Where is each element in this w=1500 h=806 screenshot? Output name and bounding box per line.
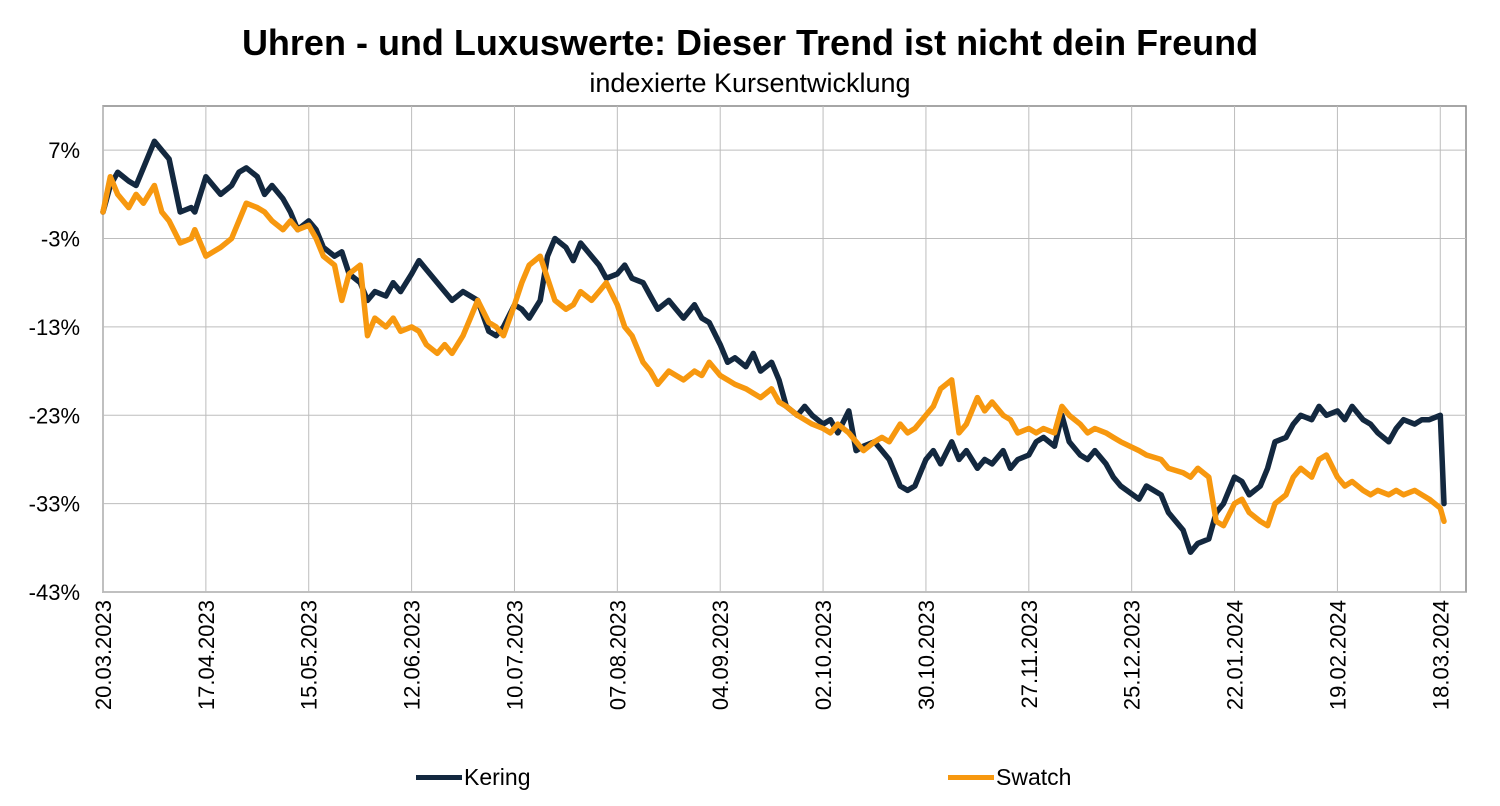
y-tick-label: 7% <box>48 138 80 163</box>
legend-label-swatch: Swatch <box>996 764 1072 790</box>
x-tick-label: 17.04.2023 <box>194 600 219 710</box>
x-tick-label: 12.06.2023 <box>400 600 425 710</box>
chart-subtitle: indexierte Kursentwicklung <box>589 68 911 98</box>
legend-item-swatch: Swatch <box>948 764 1071 791</box>
x-tick-label: 19.02.2024 <box>1325 600 1350 710</box>
legend-label-kering: Kering <box>464 764 531 790</box>
x-tick-label: 02.10.2023 <box>811 600 836 710</box>
legend-item-kering: Kering <box>416 764 530 791</box>
series-lines <box>100 138 1447 555</box>
x-tick-label: 04.09.2023 <box>708 600 733 710</box>
x-tick-label: 25.12.2023 <box>1120 600 1145 710</box>
x-tick-label: 20.03.2023 <box>91 600 116 710</box>
legend-swatch-swatch <box>948 775 994 780</box>
y-axis-labels: 7% -3% -13% -23% -33% -43% <box>29 138 80 605</box>
legend-swatch-kering <box>416 775 462 780</box>
y-tick-label: -3% <box>41 227 80 252</box>
chart-title: Uhren - und Luxuswerte: Dieser Trend ist… <box>241 22 1259 63</box>
x-tick-label: 18.03.2024 <box>1428 600 1453 710</box>
y-tick-label: -23% <box>29 403 80 428</box>
y-tick-label: -33% <box>29 492 80 517</box>
x-tick-label: 10.07.2023 <box>502 600 527 710</box>
x-tick-label: 30.10.2023 <box>914 600 939 710</box>
plot-area <box>102 105 1467 593</box>
x-tick-label: 22.01.2024 <box>1223 600 1248 710</box>
y-tick-label: -43% <box>29 580 80 605</box>
x-tick-label: 15.05.2023 <box>297 600 322 710</box>
x-axis-labels: 20.03.2023 17.04.2023 15.05.2023 12.06.2023… <box>91 600 1453 710</box>
series-line-kering <box>100 138 1447 555</box>
y-tick-label: -13% <box>29 315 80 340</box>
series-line-swatch <box>100 173 1447 529</box>
x-tick-label: 07.08.2023 <box>605 600 630 710</box>
x-tick-label: 27.11.2023 <box>1017 600 1042 708</box>
